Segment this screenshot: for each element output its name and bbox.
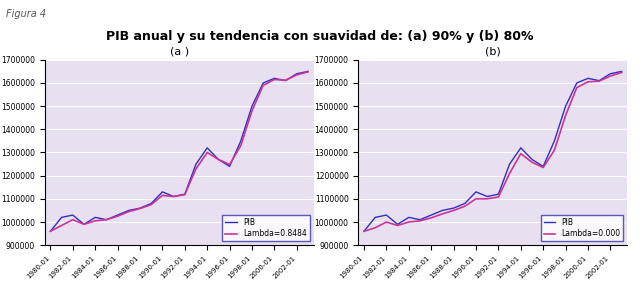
- Title: (a ): (a ): [170, 46, 189, 56]
- Text: PIB anual y su tendencia con suavidad de: (a) 90% y (b) 80%: PIB anual y su tendencia con suavidad de…: [106, 30, 534, 43]
- Title: (b): (b): [485, 46, 500, 56]
- Legend: PIB, Lambda=0.000: PIB, Lambda=0.000: [541, 215, 623, 241]
- Text: Figura 4: Figura 4: [6, 9, 47, 19]
- Legend: PIB, Lambda=0.8484: PIB, Lambda=0.8484: [222, 215, 310, 241]
